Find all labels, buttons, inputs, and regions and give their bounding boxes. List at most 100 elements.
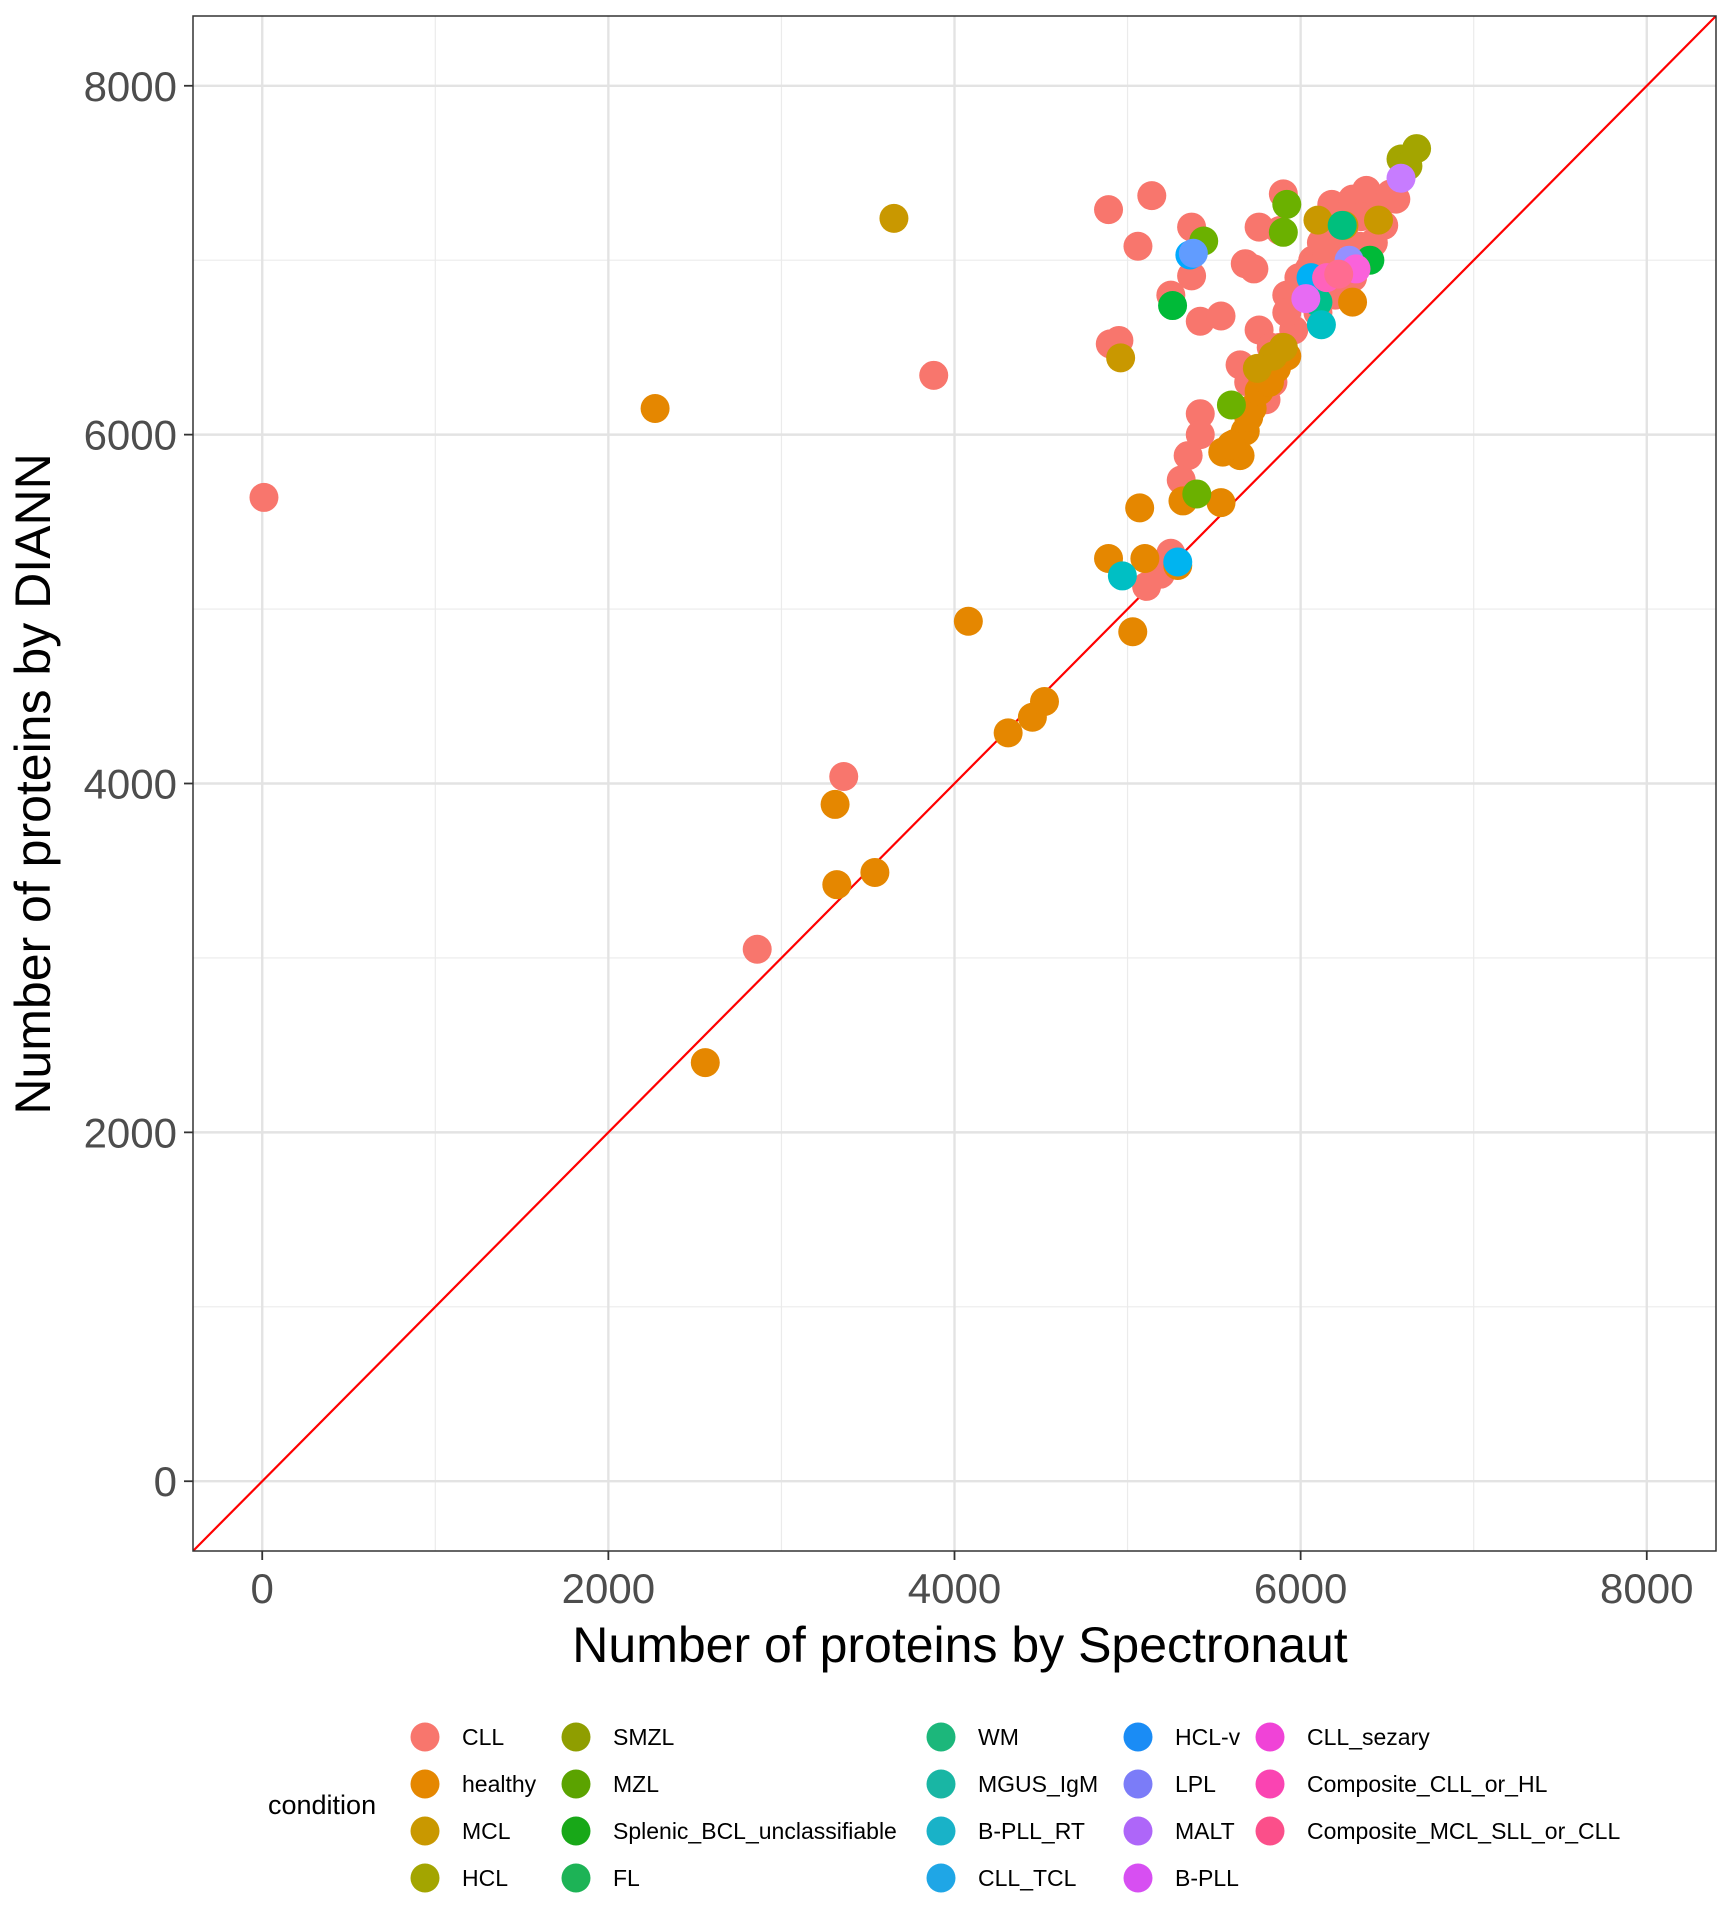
data-point	[822, 870, 852, 900]
legend-label: Splenic_BCL_unclassifiable	[613, 1818, 897, 1844]
legend-item: HCL	[410, 1863, 508, 1893]
data-point	[1137, 181, 1167, 211]
legend-item: CLL_sezary	[1255, 1722, 1430, 1752]
data-point	[953, 606, 983, 636]
series-malt	[1386, 163, 1416, 193]
data-point	[1177, 261, 1207, 291]
data-point	[1158, 291, 1188, 321]
legend-key	[1123, 1769, 1153, 1799]
data-point	[820, 789, 850, 819]
legend-key	[1255, 1816, 1285, 1846]
legend-label: B-PLL	[1175, 1865, 1239, 1891]
legend-key	[410, 1769, 440, 1799]
data-point	[1268, 332, 1298, 362]
data-point	[1272, 189, 1302, 219]
legend-item: B-PLL	[1123, 1863, 1239, 1893]
legend-item: FL	[561, 1863, 640, 1893]
legend-item: MGUS_IgM	[926, 1769, 1098, 1799]
legend-title: condition	[268, 1790, 376, 1820]
data-point	[1206, 488, 1236, 518]
data-point	[1125, 493, 1155, 523]
series-cll-tcl	[1178, 238, 1208, 268]
legend-item: B-PLL_RT	[926, 1816, 1085, 1846]
legend-item: SMZL	[561, 1722, 675, 1752]
x-axis-title: Number of proteins by Spectronaut	[572, 1617, 1348, 1673]
axis-ticks: 0 2000 4000 6000 8000 0 2000 4000 6000 8000	[84, 63, 1694, 1612]
legend-item: WM	[926, 1722, 1019, 1752]
legend-key	[1255, 1769, 1285, 1799]
data-point	[1386, 163, 1416, 193]
data-point	[993, 718, 1023, 748]
data-point	[1338, 287, 1368, 317]
data-point	[249, 482, 279, 512]
legend-item: MALT	[1123, 1816, 1235, 1846]
data-point	[829, 762, 859, 792]
legend-label: WM	[978, 1724, 1019, 1750]
legend-label: CLL_TCL	[978, 1865, 1077, 1891]
data-point	[1106, 343, 1136, 373]
data-point	[1123, 231, 1153, 261]
legend-key	[926, 1863, 956, 1893]
identity-line	[193, 16, 1716, 1551]
data-point	[690, 1048, 720, 1078]
data-points	[249, 134, 1432, 1078]
legend-label: MALT	[1175, 1818, 1235, 1844]
legend-item: healthy	[410, 1769, 537, 1799]
y-tick-label: 2000	[84, 1109, 177, 1156]
series-b-pll	[1291, 284, 1321, 314]
x-tick-label: 4000	[908, 1565, 1001, 1612]
identity-line-path	[193, 16, 1716, 1551]
data-point	[1242, 353, 1272, 383]
legend-label: CLL_sezary	[1307, 1724, 1430, 1750]
data-point	[1130, 543, 1160, 573]
data-point	[1216, 390, 1246, 420]
data-point	[1118, 617, 1148, 647]
series-mgus-igm	[1163, 547, 1193, 577]
legend-label: LPL	[1175, 1771, 1216, 1797]
data-point	[1185, 399, 1215, 429]
legend-item: Composite_MCL_SLL_or_CLL	[1255, 1816, 1620, 1846]
legend-key	[1123, 1816, 1153, 1846]
legend-key	[1123, 1863, 1153, 1893]
data-point	[1216, 430, 1246, 460]
legend-key	[1123, 1722, 1153, 1752]
data-point	[1327, 210, 1357, 240]
x-tick-label: 2000	[562, 1565, 655, 1612]
data-point	[1182, 479, 1212, 509]
legend-label: MZL	[613, 1771, 659, 1797]
data-point	[1324, 259, 1354, 289]
legend-key	[410, 1863, 440, 1893]
legend-label: healthy	[462, 1771, 537, 1797]
legend-item: CLL	[410, 1722, 504, 1752]
y-axis-title: Number of proteins by DIANN	[5, 453, 61, 1114]
legend-key	[926, 1722, 956, 1752]
data-point	[860, 857, 890, 887]
data-point	[1163, 547, 1193, 577]
data-point	[1029, 687, 1059, 717]
data-point	[1239, 254, 1269, 284]
data-point	[1268, 217, 1298, 247]
data-point	[1303, 205, 1333, 235]
data-point	[1291, 284, 1321, 314]
data-point	[1364, 205, 1394, 235]
legend-key	[561, 1769, 591, 1799]
legend-key	[561, 1816, 591, 1846]
legend-key	[410, 1722, 440, 1752]
legend-label: Composite_CLL_or_HL	[1307, 1771, 1548, 1797]
legend-label: HCL	[462, 1865, 508, 1891]
y-tick-label: 0	[154, 1458, 177, 1505]
series-wm	[1107, 310, 1336, 591]
y-tick-label: 8000	[84, 63, 177, 110]
data-point	[742, 934, 772, 964]
legend-label: MCL	[462, 1818, 511, 1844]
legend-key	[1255, 1722, 1285, 1752]
data-point	[1173, 441, 1203, 471]
legend-key	[561, 1863, 591, 1893]
legend-key	[561, 1722, 591, 1752]
data-point	[1306, 310, 1336, 340]
x-tick-label: 0	[251, 1565, 274, 1612]
series-composite-mcl-sll-or-cll	[1324, 259, 1354, 289]
data-point	[1094, 195, 1124, 225]
